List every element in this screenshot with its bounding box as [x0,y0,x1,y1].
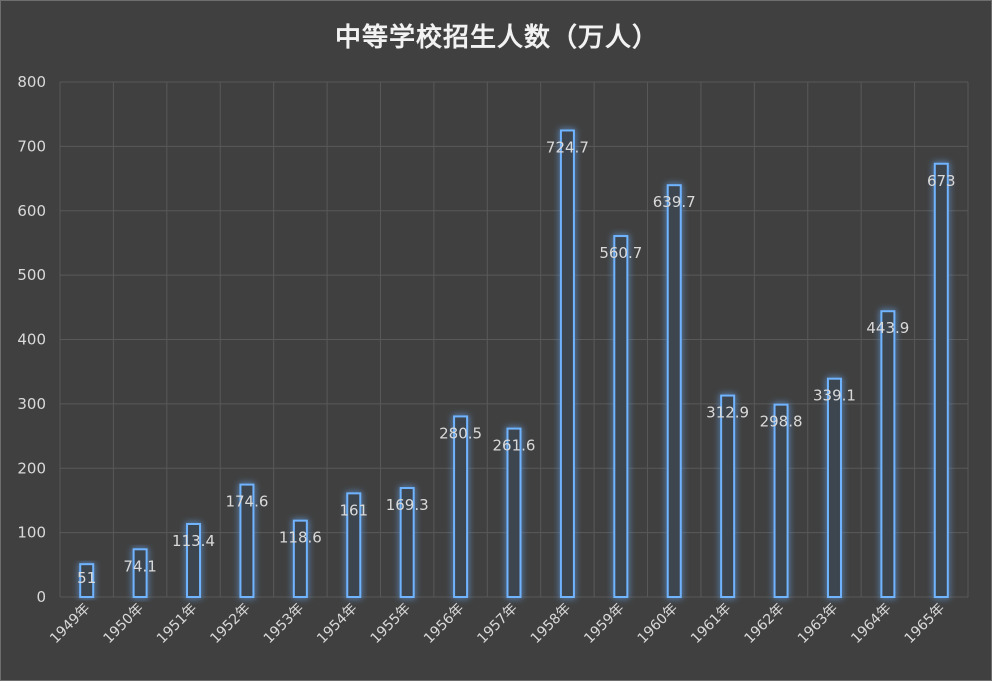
data-label: 161 [339,501,368,519]
data-labels: 51 74.1 113.4 174.6 118.6 161 169.3 280.5 261.6 7… [77,138,955,587]
y-tick-label: 300 [17,395,46,413]
y-tick-label: 700 [17,137,46,155]
data-label: 169.3 [386,496,429,514]
data-label: 560.7 [599,244,642,262]
bar [506,427,522,598]
bar [132,548,148,598]
bar [720,394,736,598]
y-tick-label: 100 [17,524,46,542]
x-tick-label: 1952年 [207,601,253,647]
y-tick-label: 400 [17,331,46,349]
x-tick-label: 1949年 [47,601,93,647]
x-tick-label: 1954年 [314,601,360,647]
x-tick-label: 1950年 [101,601,147,647]
x-tick-label: 1958年 [528,601,574,647]
x-axis: 1949年 1950年 1951年 1952年 1953年 1954年 1955年 1956年… [47,601,948,647]
y-tick-label: 0 [36,588,46,606]
bar [933,162,949,598]
x-tick-label: 1956年 [421,601,467,647]
bars [79,129,949,599]
bar [559,129,575,599]
bar [186,522,202,599]
y-tick-label: 600 [17,202,46,220]
chart-title: 中等学校招生人数（万人） [334,23,659,53]
data-label: 261.6 [493,437,536,455]
data-label: 724.7 [546,138,589,156]
data-label: 312.9 [706,404,749,422]
data-label: 118.6 [279,529,322,547]
bar [399,487,415,598]
x-tick-label: 1953年 [261,601,307,647]
bar [880,310,896,598]
bar [773,403,789,598]
bar [613,235,629,598]
x-tick-label: 1963年 [795,601,841,647]
y-axis: 0 100 200 300 400 500 600 700 800 [17,73,46,606]
x-tick-label: 1959年 [581,601,627,647]
data-label: 673 [927,172,956,190]
x-tick-label: 1961年 [688,601,734,647]
data-label: 639.7 [653,193,696,211]
x-tick-label: 1955年 [368,601,414,647]
data-label: 298.8 [760,413,803,431]
y-tick-label: 200 [17,459,46,477]
x-tick-label: 1960年 [635,601,681,647]
data-label: 339.1 [813,387,856,405]
x-tick-label: 1957年 [474,601,520,647]
data-label: 443.9 [866,319,909,337]
x-tick-label: 1965年 [902,601,948,647]
bar [79,563,95,599]
bar [346,492,362,599]
bar [666,184,682,599]
y-tick-label: 800 [17,73,46,91]
data-label: 113.4 [172,532,215,550]
y-tick-label: 500 [17,266,46,284]
x-tick-label: 1962年 [741,601,787,647]
bar [826,377,842,598]
x-tick-label: 1964年 [848,601,894,647]
x-tick-label: 1951年 [154,601,200,647]
bar [292,519,308,598]
data-label: 280.5 [439,424,482,442]
data-label: 74.1 [123,557,156,575]
data-label: 51 [77,569,96,587]
bar [239,483,255,599]
gridlines [59,81,969,598]
bar [453,415,469,598]
data-label: 174.6 [225,493,268,511]
